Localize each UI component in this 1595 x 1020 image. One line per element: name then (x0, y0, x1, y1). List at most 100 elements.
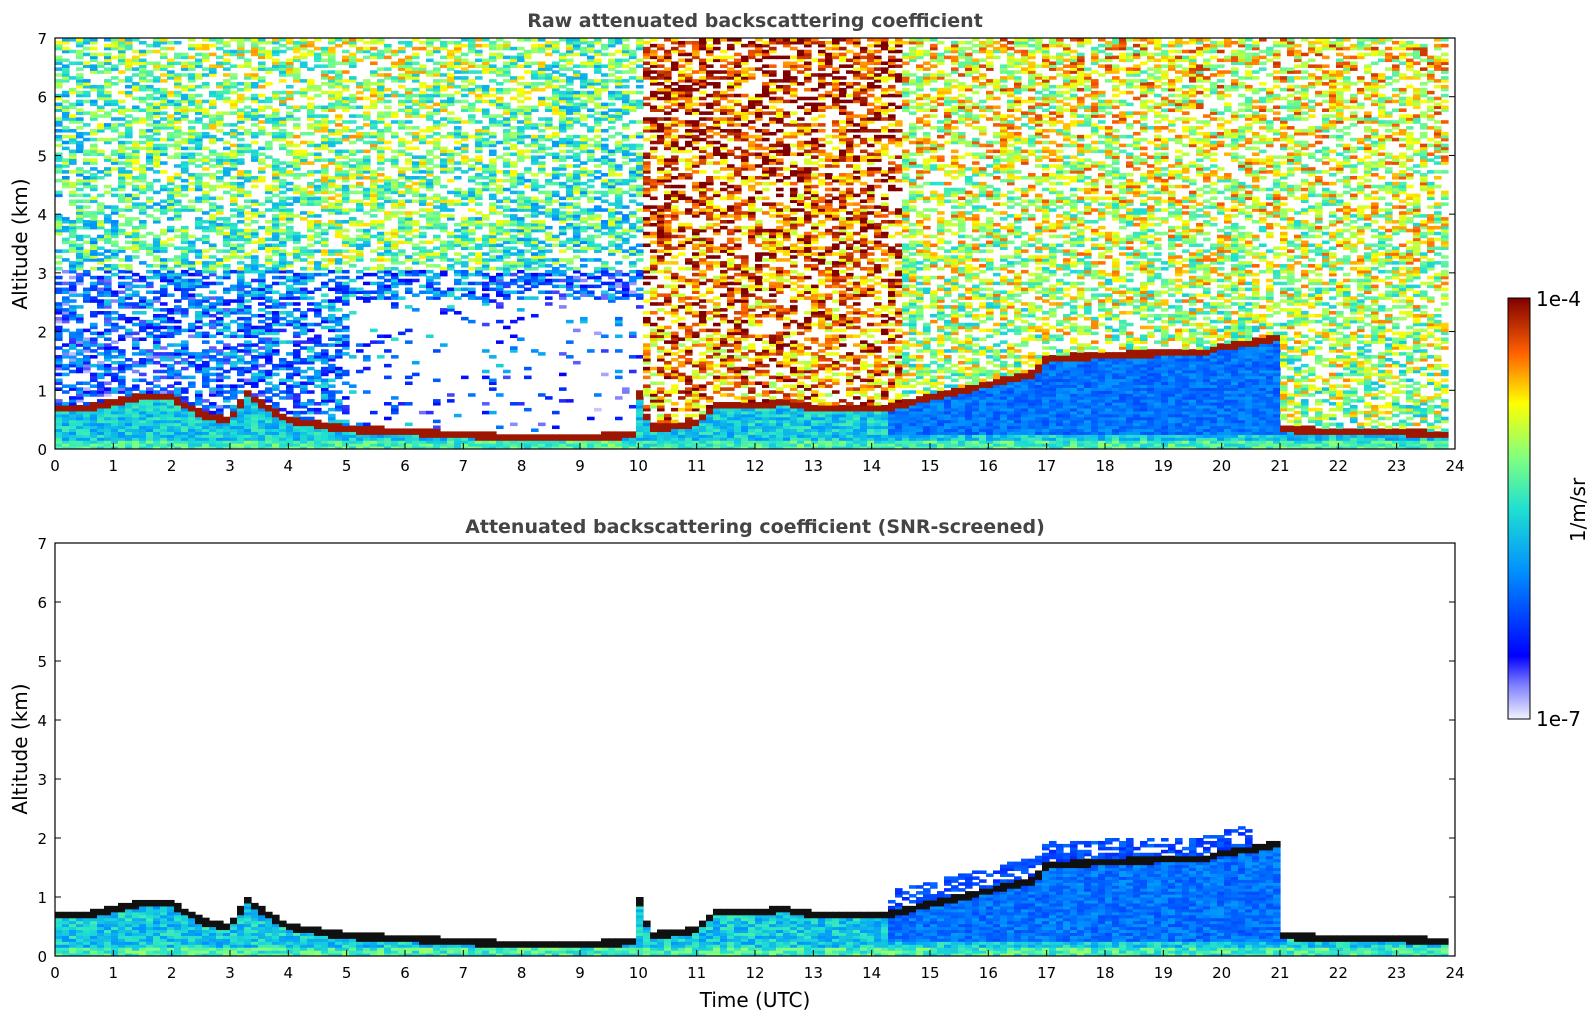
heatmap-cell (349, 446, 357, 449)
heatmap-cell (160, 331, 168, 336)
heatmap-cell (412, 67, 420, 71)
heatmap-cell (251, 155, 259, 159)
heatmap-cell (391, 240, 399, 245)
heatmap-cell (300, 381, 308, 386)
heatmap-cell (216, 120, 224, 124)
heatmap-cell (237, 425, 245, 430)
heatmap-cell (426, 173, 434, 177)
heatmap-cell (489, 67, 497, 71)
heatmap-cell (104, 184, 112, 189)
heatmap-cell (419, 129, 427, 133)
heatmap-cell (237, 120, 245, 124)
heatmap-cell (167, 178, 175, 183)
heatmap-cell (139, 87, 147, 92)
heatmap-cell (412, 70, 420, 74)
heatmap-cell (314, 425, 322, 430)
heatmap-cell (237, 311, 245, 315)
heatmap-cell (181, 131, 189, 136)
heatmap-cell (104, 52, 112, 57)
heatmap-cell (398, 261, 406, 265)
heatmap-cell (475, 64, 483, 68)
heatmap-cell (216, 363, 224, 368)
heatmap-cell (496, 440, 504, 444)
heatmap-cell (132, 58, 140, 63)
heatmap-cell (377, 38, 385, 42)
heatmap-cell (209, 67, 217, 71)
heatmap-cell (314, 120, 322, 124)
heatmap-cell (377, 443, 385, 447)
heatmap-cell (391, 76, 399, 80)
heatmap-cell (125, 231, 133, 236)
heatmap-cell (419, 284, 427, 289)
heatmap-cell (251, 287, 259, 292)
heatmap-cell (293, 117, 301, 121)
heatmap-cell (314, 38, 322, 42)
heatmap-cell (349, 93, 357, 98)
heatmap-cell (496, 90, 504, 95)
heatmap-cell (405, 231, 413, 236)
heatmap-cell (69, 49, 77, 54)
heatmap-cell (62, 349, 70, 353)
heatmap-cell (454, 278, 462, 283)
heatmap-cell (90, 393, 98, 397)
heatmap-cell (209, 305, 217, 309)
heatmap-cell (104, 114, 112, 118)
heatmap-cell (272, 299, 280, 303)
heatmap-cell (69, 240, 77, 245)
heatmap-cell (384, 196, 392, 201)
heatmap-cell (195, 220, 203, 224)
heatmap-cell (132, 146, 140, 151)
heatmap-cell (370, 120, 378, 124)
heatmap-cell (76, 275, 84, 280)
heatmap-cell (104, 311, 112, 315)
heatmap-cell (391, 446, 399, 449)
heatmap-cell (76, 205, 84, 209)
heatmap-cell (489, 237, 497, 242)
heatmap-cell (188, 102, 196, 107)
heatmap-cell (363, 84, 371, 89)
heatmap-cell (181, 352, 189, 356)
heatmap-cell (342, 328, 350, 333)
heatmap-cell (153, 410, 161, 415)
heatmap-cell (125, 217, 133, 221)
heatmap-cell (111, 366, 119, 371)
heatmap-cell (139, 167, 147, 171)
heatmap-cell (90, 67, 98, 71)
heatmap-cell (279, 258, 287, 262)
heatmap-cell (412, 269, 420, 274)
heatmap-cell (503, 434, 511, 438)
heatmap-cell (258, 52, 266, 57)
heatmap-cell (209, 410, 217, 415)
heatmap-cell (321, 208, 329, 212)
heatmap-cell (307, 337, 315, 341)
heatmap-cell (244, 231, 252, 236)
heatmap-cell (349, 79, 357, 83)
heatmap-cell (90, 443, 98, 447)
heatmap-cell (412, 102, 420, 107)
heatmap-cell (321, 396, 329, 400)
heatmap-cell (146, 79, 154, 83)
heatmap-cell (132, 346, 140, 350)
heatmap-cell (111, 158, 119, 162)
heatmap-cell (174, 416, 182, 421)
heatmap-cell (321, 352, 329, 356)
heatmap-cell (503, 228, 511, 233)
heatmap-cell (244, 252, 252, 256)
heatmap-cell (454, 440, 462, 444)
heatmap-cell (419, 64, 427, 68)
heatmap-cell (426, 281, 434, 286)
heatmap-cell (489, 205, 497, 209)
heatmap-cell (188, 272, 196, 277)
heatmap-cell (111, 272, 119, 277)
heatmap-cell (167, 187, 175, 192)
heatmap-cell (139, 164, 147, 168)
heatmap-cell (279, 70, 287, 74)
heatmap-cell (153, 246, 161, 250)
heatmap-cell (377, 205, 385, 209)
heatmap-cell (202, 434, 210, 438)
heatmap-cell (55, 316, 63, 321)
heatmap-cell (482, 126, 490, 130)
heatmap-cell (300, 196, 308, 201)
heatmap-cell (321, 390, 329, 394)
heatmap-cell (496, 437, 504, 441)
